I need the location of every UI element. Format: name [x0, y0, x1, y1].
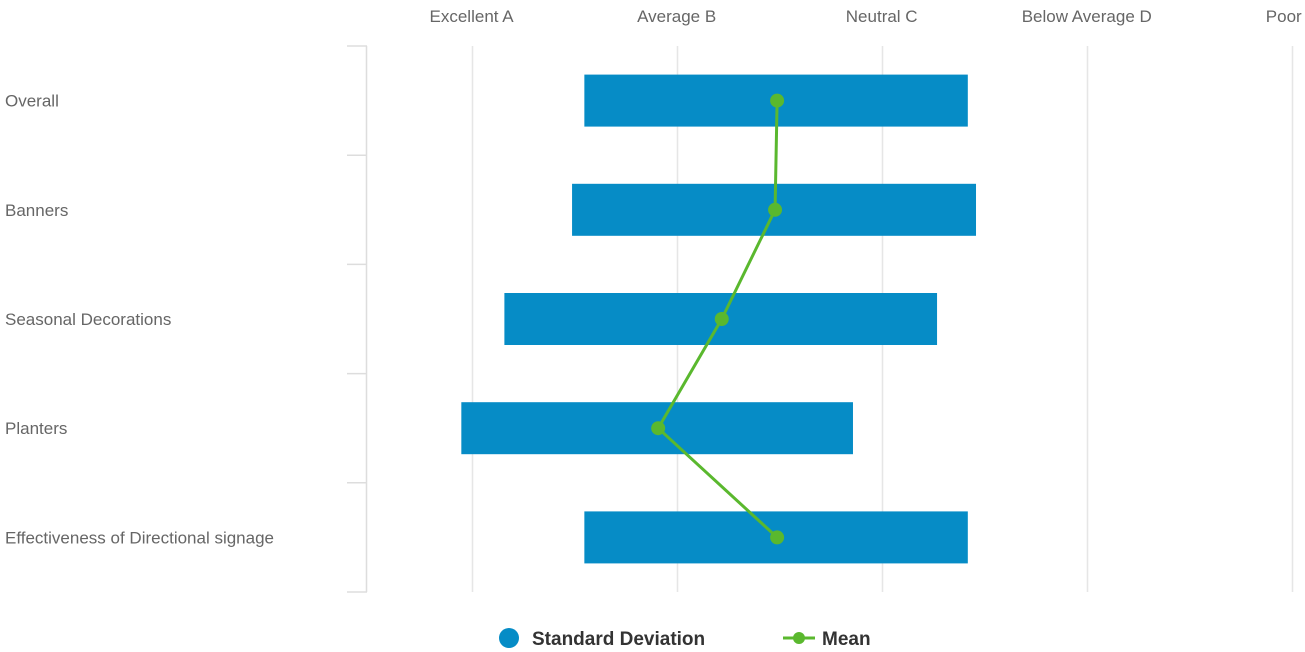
category-labels: Overall Banners Seasonal Decorations Plante…: [5, 92, 274, 548]
mean-point[interactable]: [770, 530, 785, 545]
legend-std-dev-label: Standard Deviation: [532, 629, 705, 650]
legend-item-std-dev[interactable]: Standard Deviation: [499, 628, 705, 650]
mean-line: [651, 93, 785, 545]
legend-std-dev-marker: [499, 628, 519, 648]
y-axis: [347, 45, 368, 593]
mean-point[interactable]: [651, 421, 666, 436]
x-tick-label: Poor E: [1266, 7, 1305, 26]
x-tick-label: Below Average D: [1022, 7, 1152, 26]
x-tick-label: Excellent A: [430, 7, 515, 26]
category-label: Overall: [5, 92, 59, 111]
mean-point[interactable]: [714, 312, 729, 326]
legend-item-mean[interactable]: Mean: [783, 629, 871, 650]
x-tick-labels: Excellent A Average B Neutral C Below Avera…: [430, 7, 1305, 26]
legend-mean-label: Mean: [822, 629, 871, 650]
mean-point[interactable]: [768, 202, 783, 217]
mean-point[interactable]: [770, 93, 785, 108]
category-label: Seasonal Decorations: [5, 310, 171, 329]
x-tick-label: Neutral C: [846, 7, 918, 26]
x-tick-label: Average B: [637, 7, 716, 26]
legend: Standard Deviation Mean: [499, 628, 871, 650]
legend-mean-marker: [793, 632, 805, 644]
category-label: Banners: [5, 201, 68, 220]
category-label: Effectiveness of Directional signage: [5, 528, 274, 547]
category-label: Planters: [5, 419, 67, 438]
